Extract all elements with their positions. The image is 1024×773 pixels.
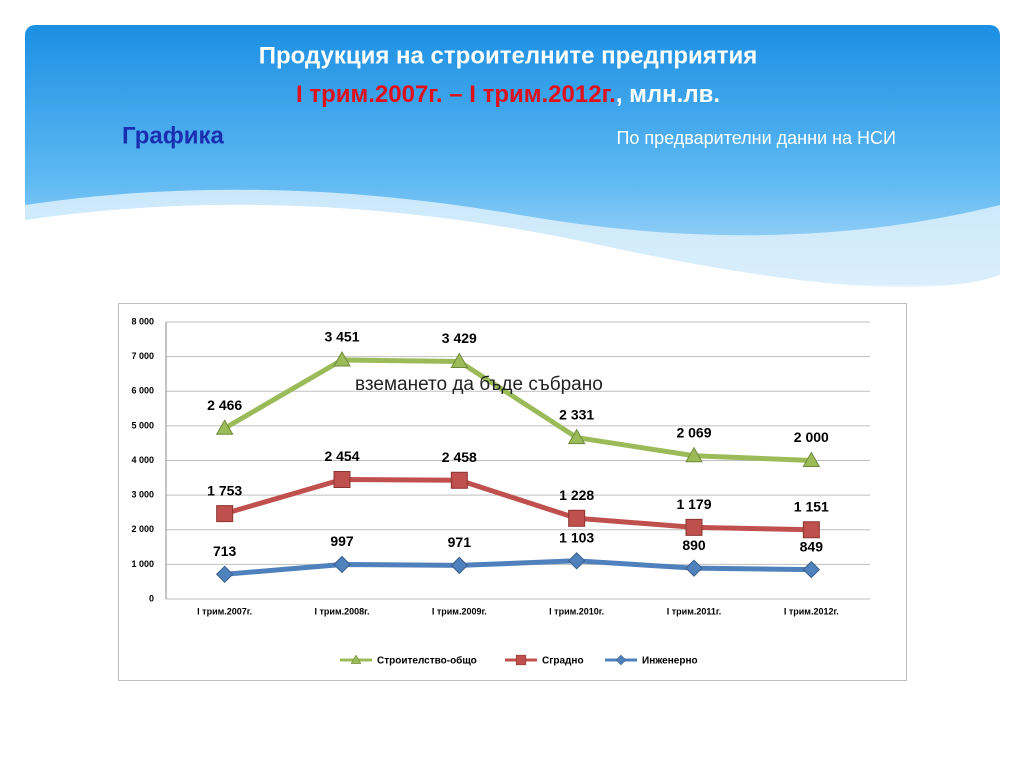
data-label: 3 451 [324, 329, 359, 345]
legend-label: Строителство-общо [377, 655, 477, 667]
y-tick-label: 8 000 [131, 316, 154, 326]
marker [333, 555, 351, 574]
header-wave [25, 204, 1000, 290]
y-tick-label: 3 000 [131, 490, 154, 500]
x-tick-label: I трим.2012г. [784, 606, 839, 616]
data-label: 2 454 [324, 448, 359, 464]
data-label: 849 [800, 538, 824, 554]
marker [567, 428, 586, 445]
marker [615, 654, 627, 666]
marker [350, 654, 362, 664]
x-tick-label: I трим.2011г. [667, 606, 721, 616]
slide-title: Продукция на строителните предприятия [259, 42, 758, 69]
marker [802, 521, 820, 539]
marker [450, 556, 469, 575]
source-note: По предварителни данни на НСИ [616, 128, 896, 148]
data-label: 890 [682, 537, 706, 553]
section-label: Графика [122, 122, 224, 149]
data-label: 1 228 [559, 487, 594, 503]
chart: 0 1 000 2 000 3 000 4 000 5 000 6 000 7 000 8 00… [131, 316, 870, 667]
marker [215, 565, 234, 584]
y-tick-label: 7 000 [131, 351, 154, 361]
chart-frame [118, 303, 907, 681]
marker [333, 351, 351, 367]
legend-label: Инженерно [642, 656, 698, 667]
x-tick-label: I трим.2010г. [549, 606, 604, 616]
data-label: 2 000 [794, 429, 829, 445]
data-label: 3 429 [442, 330, 477, 346]
marker [215, 419, 234, 435]
data-label: 713 [213, 543, 237, 559]
marker [802, 451, 821, 467]
x-tick-label: I трим.2007г. [197, 606, 252, 616]
period: I трим.2007г. – I трим.2012г. [296, 81, 616, 108]
data-label: 971 [448, 534, 472, 550]
data-label: 1 753 [207, 482, 242, 498]
slide-subtitle: I трим.2007г. – I трим.2012г., млн.лв. [296, 81, 720, 108]
data-label: 2 458 [442, 449, 477, 465]
data-label: 2 069 [676, 424, 711, 440]
marker [568, 509, 586, 527]
marker [802, 560, 821, 579]
data-label: 1 103 [559, 530, 594, 546]
y-tick-label: 0 [149, 593, 154, 603]
x-tick-label: I трим.2009г. [432, 606, 487, 616]
marker [216, 505, 234, 523]
y-tick-label: 1 000 [131, 559, 154, 569]
series-line [223, 477, 812, 533]
marker [567, 552, 586, 570]
data-label: 997 [330, 533, 354, 549]
x-tick-label: I трим.2008г. [315, 606, 370, 616]
marker [685, 518, 703, 536]
y-tick-label: 6 000 [131, 386, 154, 396]
data-label: 2 331 [559, 406, 594, 422]
y-tick-label: 2 000 [131, 524, 154, 534]
series-line [223, 357, 812, 463]
marker [450, 471, 468, 489]
marker [685, 559, 703, 577]
unit: , млн.лв. [616, 81, 720, 108]
data-label: 1 179 [676, 496, 711, 512]
legend-label: Сградно [542, 656, 584, 667]
y-tick-label: 5 000 [131, 420, 154, 430]
series-line [224, 558, 812, 577]
annotation: вземането да бъде събрано [355, 374, 603, 395]
data-label: 1 151 [794, 498, 829, 514]
marker [333, 471, 351, 489]
marker [685, 446, 703, 463]
y-tick-label: 4 000 [131, 455, 154, 465]
marker [450, 352, 469, 369]
marker [515, 654, 527, 666]
data-label: 2 466 [207, 397, 242, 413]
